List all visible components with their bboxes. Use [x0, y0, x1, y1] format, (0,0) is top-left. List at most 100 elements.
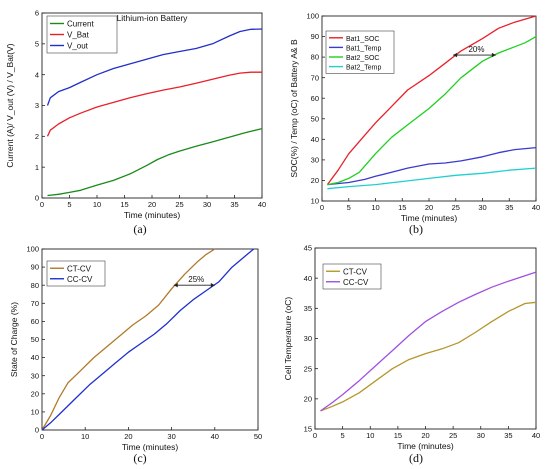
y-tick-label: 50 — [311, 114, 319, 123]
series-line-bat2-temp — [327, 167, 537, 190]
x-tick-label: 10 — [366, 431, 374, 440]
y-tick-label: 0 — [35, 426, 39, 435]
x-tick-label: 40 — [532, 431, 540, 440]
legend-label: CT-CV — [343, 267, 368, 276]
y-tick-label: 100 — [26, 245, 39, 254]
x-tick-label: 0 — [320, 203, 324, 212]
legend-label: Bat2_SOC — [346, 55, 379, 62]
x-tick-label: 10 — [81, 432, 89, 441]
arrow-head-left — [173, 283, 178, 288]
x-tick-label: 30 — [477, 431, 485, 440]
x-tick-label: 15 — [120, 200, 128, 209]
x-tick-label: 25 — [175, 200, 183, 209]
series-line-v-out — [46, 28, 263, 106]
chart-2: 0 10 20 30 40 50 0 10 20 30 40 50 60 70 80 90 100 Time (m… — [9, 245, 262, 452]
x-tick-label: 15 — [398, 203, 406, 212]
y-tick-label: 50 — [31, 335, 39, 344]
series-line-current — [47, 127, 263, 197]
x-tick-label: 20 — [425, 203, 433, 212]
x-tick-label: 25 — [449, 431, 457, 440]
legend-label: CT-CV — [67, 264, 92, 273]
x-tick-label: 0 — [40, 200, 44, 209]
y-axis-title: Cell Temperature (oC) — [283, 297, 293, 381]
y-tick-label: 70 — [311, 73, 319, 82]
y-axis-title: Current (A)/ V_out (V) / V_Bat(V) — [5, 43, 15, 167]
x-axis-title: Time (minutes) — [122, 442, 179, 452]
series-line-bat1-temp — [327, 146, 537, 186]
y-tick-label: 5 — [35, 39, 39, 48]
x-tick-label: 35 — [505, 203, 513, 212]
y-tick-label: 10 — [31, 408, 39, 417]
y-tick-label: 45 — [304, 244, 312, 253]
x-tick-label: 5 — [347, 203, 351, 212]
annotation-label: 20% — [468, 45, 484, 54]
chart-title: Lithium-ion Battery — [117, 13, 189, 23]
y-tick-label: 20 — [31, 389, 39, 398]
x-tick-label: 30 — [203, 200, 211, 209]
y-tick-label: 30 — [31, 371, 39, 380]
series-line-v-bat — [46, 71, 262, 137]
x-tick-label: 20 — [421, 431, 429, 440]
y-tick-label: 1 — [35, 163, 39, 172]
series-line-cc-cv — [320, 271, 537, 412]
y-tick-label: 15 — [304, 425, 312, 434]
y-tick-label: 80 — [311, 53, 319, 62]
y-tick-label: 0 — [35, 194, 39, 203]
legend-label: Bat2_Temp — [346, 65, 382, 72]
x-tick-label: 5 — [67, 200, 71, 209]
x-tick-label: 35 — [230, 200, 238, 209]
panel-label-c: (c) — [133, 451, 146, 465]
x-tick-label: 0 — [313, 431, 317, 440]
x-tick-label: 50 — [254, 432, 262, 441]
series-line-ct-cv — [320, 301, 537, 412]
series-line-cc-cv — [41, 248, 255, 431]
x-tick-label: 10 — [371, 203, 379, 212]
x-tick-label: 15 — [394, 431, 402, 440]
x-tick-label: 30 — [478, 203, 486, 212]
panel-label-b: (b) — [409, 222, 423, 236]
y-tick-label: 30 — [304, 334, 312, 343]
series-line-bat2-soc — [327, 36, 537, 186]
x-tick-label: 5 — [341, 431, 345, 440]
x-axis-title: Time (minutes) — [124, 210, 181, 220]
legend-label: CC-CV — [343, 278, 369, 287]
arrow-head-right — [210, 283, 215, 288]
y-tick-label: 4 — [35, 70, 39, 79]
legend-label: Bat1_SOC — [346, 36, 379, 43]
y-tick-label: 3 — [35, 101, 39, 110]
x-tick-label: 35 — [504, 431, 512, 440]
y-tick-label: 40 — [31, 353, 39, 362]
y-axis-title: SOC(%) / Temp (oC) of Battery A& B — [289, 39, 299, 178]
panel-label-d: (d) — [409, 451, 423, 465]
y-tick-label: 60 — [31, 317, 39, 326]
y-tick-label: 20 — [304, 394, 312, 403]
x-tick-label: 10 — [93, 200, 101, 209]
x-axis-title: Time (minutes) — [397, 441, 454, 451]
arrow-head-left — [453, 52, 458, 58]
series-line-ct-cv — [41, 248, 216, 431]
y-tick-label: 60 — [311, 94, 319, 103]
annotation-label: 25% — [188, 275, 204, 284]
x-tick-label: 25 — [452, 203, 460, 212]
legend-label: CC-CV — [67, 275, 93, 284]
chart-1: 0 5 10 15 20 25 30 35 40 10 20 30 40 50 60 70 80 90 100 Tim… — [289, 12, 540, 223]
y-axis-title: State of Charge (%) — [9, 302, 19, 377]
panel-label-a: (a) — [133, 222, 146, 236]
legend-label: Current — [67, 20, 94, 29]
legend-label: Bat1_Temp — [346, 45, 382, 52]
y-tick-label: 2 — [35, 132, 39, 141]
y-tick-label: 90 — [311, 32, 319, 41]
y-tick-label: 20 — [311, 176, 319, 185]
arrow-head-right — [491, 52, 496, 58]
x-tick-label: 20 — [124, 432, 132, 441]
y-tick-label: 70 — [31, 299, 39, 308]
y-tick-label: 30 — [311, 155, 319, 164]
y-tick-label: 40 — [304, 274, 312, 283]
y-tick-label: 40 — [311, 135, 319, 144]
y-tick-label: 80 — [31, 281, 39, 290]
chart-3: 0 5 10 15 20 25 30 35 40 15 20 25 30 35 40 45 Time (minu… — [283, 244, 540, 451]
x-tick-label: 40 — [211, 432, 219, 441]
y-tick-label: 100 — [306, 12, 319, 21]
x-tick-label: 40 — [258, 200, 266, 209]
